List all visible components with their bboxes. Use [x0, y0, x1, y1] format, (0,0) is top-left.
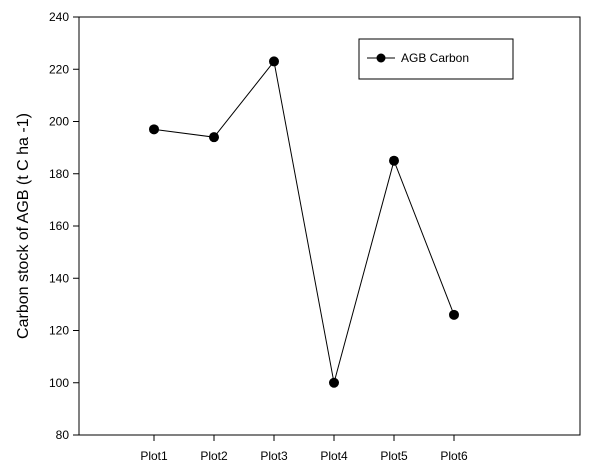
y-tick-label: 240: [49, 10, 69, 24]
y-tick-label: 80: [56, 428, 70, 442]
x-tick-label: Plot3: [260, 449, 288, 463]
x-axis-ticks: Plot1 Plot2 Plot3 Plot4 Plot5 Plot6: [140, 435, 468, 463]
x-tick-label: Plot5: [380, 449, 408, 463]
y-tick-label: 120: [49, 324, 69, 338]
data-point-plot1: [149, 124, 159, 135]
data-point-plot5: [389, 155, 399, 166]
legend-label: AGB Carbon: [401, 51, 469, 65]
series-line: [153, 60, 455, 383]
x-tick-label: Plot6: [440, 449, 468, 463]
data-point-plot2: [209, 132, 219, 143]
y-tick-label: 160: [49, 219, 69, 233]
y-axis-ticks: 80 100 120 140 160 180 200 220 240: [49, 10, 79, 442]
y-tick-label: 180: [49, 167, 69, 181]
y-tick-label: 200: [49, 115, 69, 129]
legend-marker: [376, 53, 386, 63]
x-tick-label: Plot4: [320, 449, 348, 463]
series-layer: [149, 56, 459, 388]
y-tick-label: 220: [49, 62, 69, 76]
data-point-plot3: [269, 56, 279, 67]
x-tick-label: Plot2: [200, 449, 228, 463]
y-tick-label: 100: [49, 376, 69, 390]
plot-frame: [78, 16, 581, 436]
data-point-plot6: [449, 309, 459, 320]
data-point-plot4: [329, 377, 339, 388]
y-axis-title: Carbon stock of AGB (t C ha -1): [15, 113, 32, 339]
legend: AGB Carbon: [358, 38, 514, 80]
x-tick-label: Plot1: [140, 449, 168, 463]
y-tick-label: 140: [49, 271, 69, 285]
